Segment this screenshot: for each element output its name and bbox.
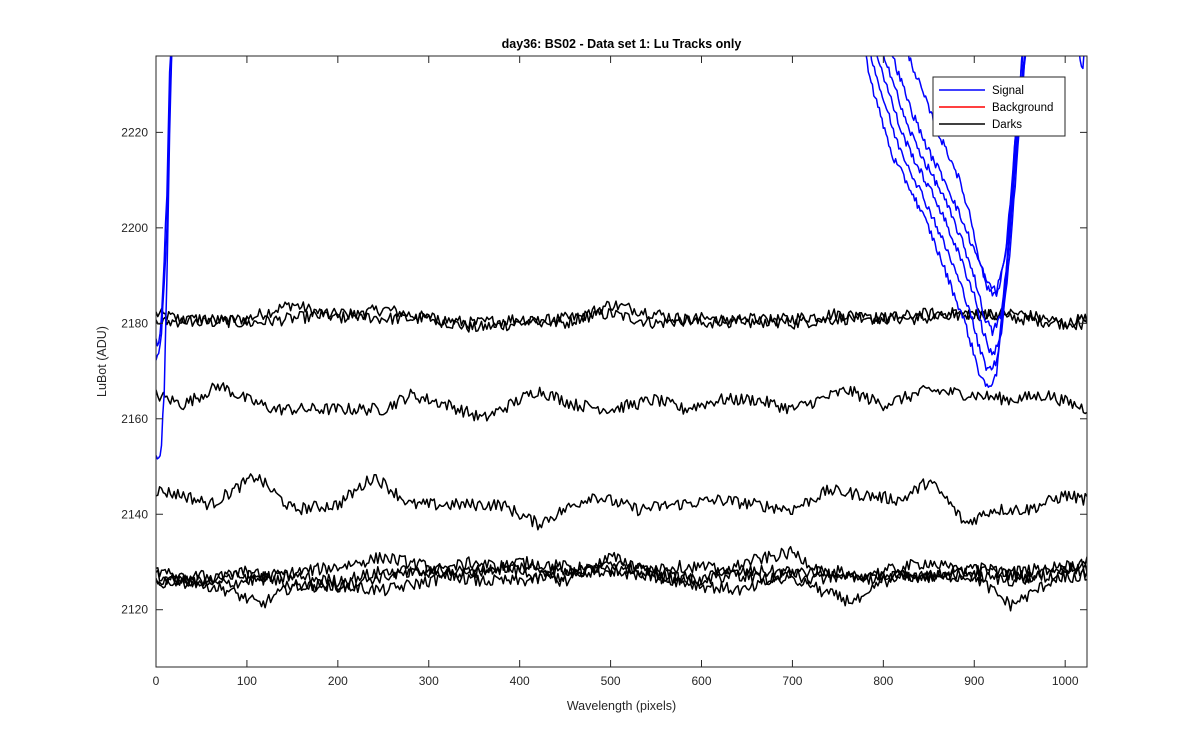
x-tick-label: 100 [237,674,257,688]
series-line-darks-3 [156,473,1087,531]
x-tick-label: 800 [873,674,893,688]
y-axis-label: LuBot (ADU) [95,326,109,397]
y-tick-label: 2160 [121,412,148,426]
x-tick-label: 300 [419,674,439,688]
series-line-signal-9 [156,56,173,361]
y-tick-label: 2120 [121,603,148,617]
series-line-darks-7 [156,559,1087,590]
axes-box [155,55,1088,668]
legend[interactable]: Signal Background Darks [932,76,1066,137]
y-tick-label: 2180 [121,316,148,330]
series-line-darks-6 [156,545,1087,592]
series-line-darks-0 [156,301,1087,333]
x-tick-label: 200 [328,674,348,688]
series-line-signal-12 [870,56,1023,372]
x-axis-label: Wavelength (pixels) [567,699,676,713]
y-tick-label: 2140 [121,507,148,521]
y-tick-label: 2220 [121,125,148,139]
legend-label-darks: Darks [992,119,1022,131]
series-line-signal-10 [156,56,172,347]
series-line-darks-2 [156,382,1087,422]
x-tick-label: 500 [601,674,621,688]
series-line-signal-11 [865,56,1024,388]
chart-title: day36: BS02 - Data set 1: Lu Tracks only [502,37,742,51]
legend-label-signal: Signal [992,85,1024,97]
legend-label-background: Background [992,102,1053,114]
x-tick-label: 600 [691,674,711,688]
y-tick-label: 2200 [121,221,148,235]
series-line-darks-1 [156,300,1087,331]
series-line-signal-16 [907,56,1024,297]
series-line-signal-14 [882,56,1027,337]
series-line-signal-13 [876,56,1026,356]
x-tick-label: 0 [153,674,160,688]
x-tick-label: 900 [964,674,984,688]
x-tick-label: 400 [510,674,530,688]
x-tick-label: 1000 [1052,674,1079,688]
x-tick-label: 700 [782,674,802,688]
series-line-signal-17 [1078,56,1085,70]
